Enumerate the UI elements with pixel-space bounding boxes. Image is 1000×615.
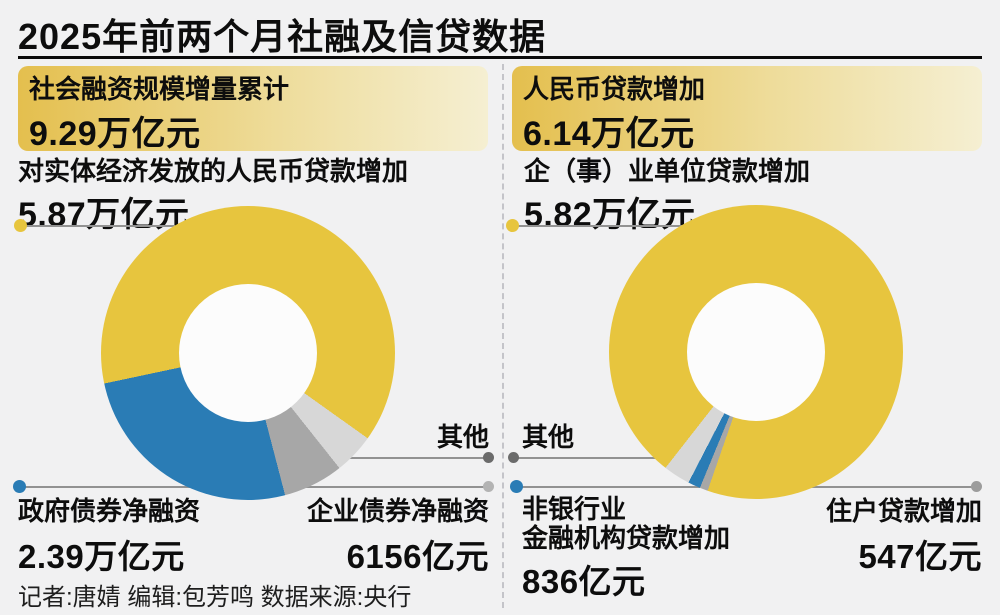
footer-credits: 记者:唐婧 编辑:包芳鸣 数据来源:央行 — [18, 584, 412, 611]
left-sub-underline — [18, 225, 174, 227]
right-yellow-dot — [506, 219, 519, 232]
left-other-label: 其他 — [436, 422, 489, 452]
right-nonbank-label-line2: 金融机构贷款增加 — [522, 523, 731, 553]
left-highlight-box: 社会融资规模增量累计 9.29万亿元 — [18, 66, 488, 153]
left-highlight-label: 社会融资规模增量累计 — [29, 74, 290, 104]
left-highlight-value: 9.29万亿元 — [29, 114, 201, 153]
panel-divider — [502, 64, 504, 608]
right-nonbank-label-line1: 非银行业 — [522, 494, 627, 524]
left-other-leader-line — [300, 457, 490, 459]
right-sub-underline — [513, 225, 684, 227]
page-title: 2025年前两个月社融及信贷数据 — [18, 16, 547, 57]
right-nonbank-dot — [510, 480, 523, 493]
left-gov-bond-value: 2.39万亿元 — [18, 538, 185, 575]
left-donut-hole — [179, 284, 317, 422]
right-other-label: 其他 — [522, 422, 575, 452]
left-corp-bond-dot — [483, 481, 494, 492]
left-other-dot — [483, 452, 494, 463]
right-donut-hole — [687, 283, 825, 421]
right-other-leader-line — [514, 457, 684, 459]
right-sub-value: 5.82万亿元 — [524, 196, 696, 234]
left-donut-chart — [101, 206, 395, 500]
right-donut-chart — [609, 205, 903, 499]
right-highlight-label: 人民币贷款增加 — [523, 74, 706, 104]
right-household-dot — [971, 481, 982, 492]
title-underline — [18, 56, 982, 59]
right-highlight-value: 6.14万亿元 — [523, 114, 695, 153]
left-sub-value: 5.87万亿元 — [18, 196, 190, 234]
left-sub-label: 对实体经济发放的人民币贷款增加 — [18, 156, 409, 186]
left-corp-bond-value: 6156亿元 — [346, 538, 489, 575]
right-other-dot — [508, 452, 519, 463]
left-gov-bond-dot — [13, 480, 26, 493]
right-household-label: 住户贷款增加 — [825, 496, 982, 526]
right-highlight-box: 人民币贷款增加 6.14万亿元 — [512, 66, 982, 153]
right-household-value: 547亿元 — [858, 538, 982, 575]
left-corp-bond-label: 企业债券净融资 — [306, 496, 489, 526]
right-sub-label: 企（事）业单位贷款增加 — [524, 156, 811, 186]
right-nonbank-value: 836亿元 — [522, 563, 646, 600]
left-yellow-dot — [14, 219, 27, 232]
left-gov-bond-label: 政府债券净融资 — [18, 496, 201, 526]
